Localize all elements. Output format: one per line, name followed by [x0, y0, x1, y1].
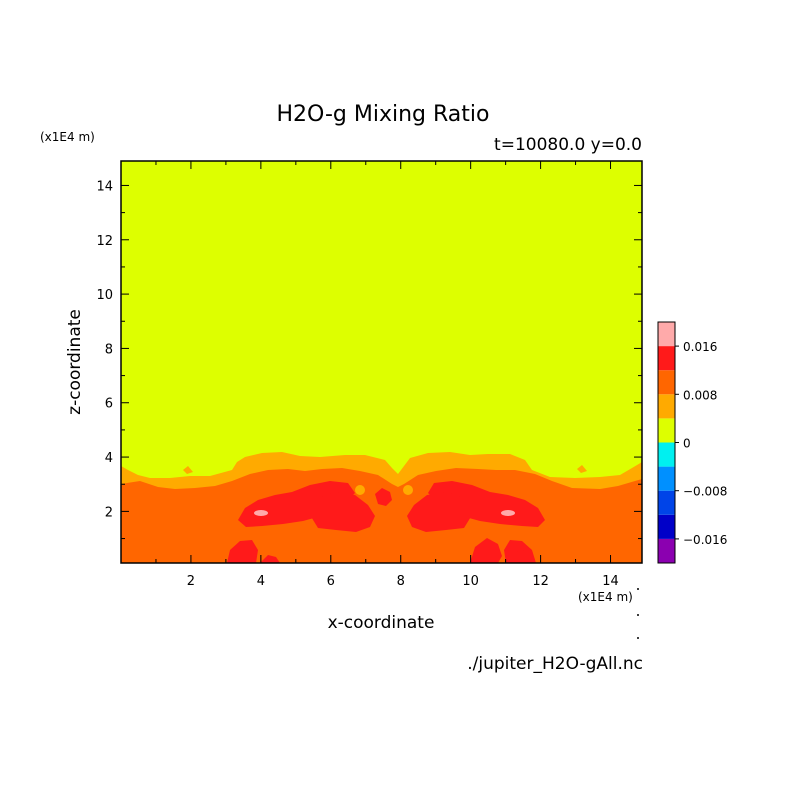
- y-tick-label: 10: [96, 288, 113, 303]
- contour-orange-spot: [403, 485, 413, 495]
- colorbar-swatch: [658, 514, 675, 539]
- y-tick-label: 4: [105, 451, 113, 466]
- y-axis-label: z-coordinate: [65, 309, 85, 415]
- colorbar-swatch: [658, 370, 675, 395]
- contour-red-patch: [470, 538, 502, 563]
- colorbar-swatch: [658, 346, 675, 371]
- marker-dot: [637, 614, 639, 616]
- y-tick-label: 12: [96, 234, 113, 249]
- colorbar-swatch: [658, 394, 675, 419]
- time-info: t=10080.0 y=0.0: [494, 135, 642, 155]
- plot-field: [121, 161, 642, 563]
- y-tick-label: 6: [105, 397, 113, 412]
- contour-red-patch: [238, 481, 355, 527]
- y-tick-label: 14: [96, 179, 113, 194]
- marker-dot: [637, 588, 639, 590]
- colorbar-tick-label: −0.016: [683, 533, 727, 547]
- contour-red-patch: [375, 488, 392, 506]
- colorbar-swatch: [658, 490, 675, 515]
- y-tick-label: 8: [105, 342, 113, 357]
- x-axis-label: x-coordinate: [328, 613, 435, 633]
- colorbar-swatch: [658, 322, 675, 347]
- contour-red-patch: [428, 481, 545, 527]
- y-axis-ticks: 2 4 6 8 10 12 14: [96, 179, 642, 540]
- colorbar-tick-label: 0.016: [683, 340, 717, 354]
- contour-red-patch: [260, 555, 280, 563]
- x-tick-label: 6: [327, 574, 335, 589]
- contour-red-patch: [310, 492, 375, 532]
- colorbar-tick-label: 0: [683, 437, 691, 451]
- colorbar-tick-label: 0.008: [683, 388, 717, 402]
- colorbar-swatch: [658, 418, 675, 443]
- x-tick-label: 2: [187, 574, 195, 589]
- x-tick-label: 4: [257, 574, 265, 589]
- colorbar-tick-label: −0.008: [683, 485, 727, 499]
- x-tick-label: 14: [602, 574, 619, 589]
- contour-orange-spot: [355, 485, 365, 495]
- contour-red-patch: [227, 540, 258, 563]
- colorbar: 0.016 0.008 0 −0.008 −0.016: [657, 321, 727, 564]
- contour-pink-speck: [254, 510, 268, 516]
- chart-title: H2O-g Mixing Ratio: [277, 102, 490, 127]
- x-tick-label: 12: [532, 574, 549, 589]
- contour-redorange-layer: [121, 468, 642, 563]
- y-unit-label: (x1E4 m): [40, 130, 95, 144]
- contour-red-patch: [407, 492, 472, 532]
- x-tick-label: 10: [462, 574, 479, 589]
- colorbar-swatch: [658, 538, 675, 563]
- source-filename: ./jupiter_H2O-gAll.nc: [467, 654, 643, 674]
- x-axis-ticks: 2 4 6 8 10 12 14: [155, 161, 619, 589]
- contour-orange-speck: [183, 466, 193, 474]
- plot-frame: [120, 160, 643, 564]
- contour-red-patch: [510, 550, 534, 563]
- y-tick-label: 2: [105, 505, 113, 520]
- marker-dot: [637, 637, 639, 639]
- colorbar-swatch: [658, 442, 675, 467]
- colorbar-swatch: [658, 466, 675, 491]
- contour-pink-speck: [501, 510, 515, 516]
- contour-orange-speck: [577, 465, 587, 473]
- x-tick-label: 8: [397, 574, 405, 589]
- x-unit-label: (x1E4 m): [578, 590, 633, 604]
